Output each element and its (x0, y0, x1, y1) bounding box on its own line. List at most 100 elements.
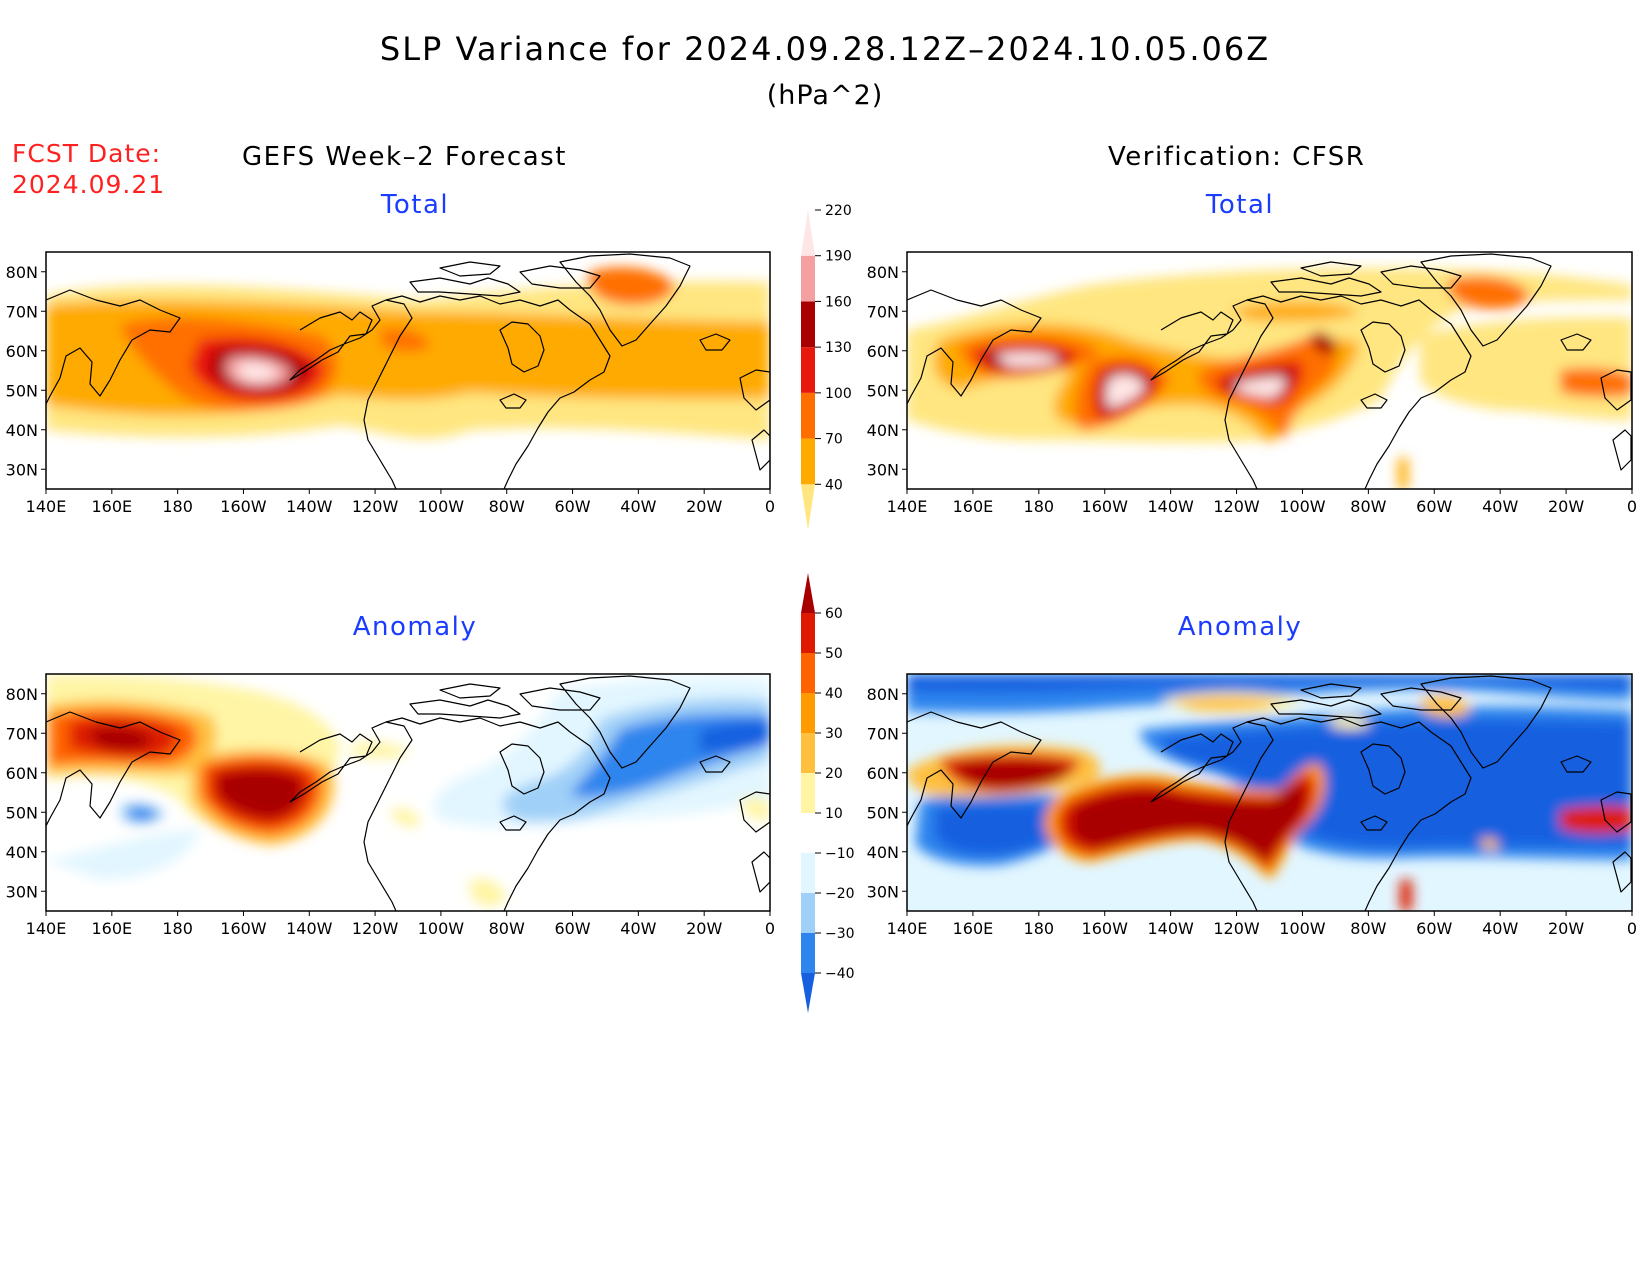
lat-tick-label: 60N (6, 764, 38, 783)
colorbar-anomaly-bin (801, 693, 815, 733)
lon-tick-label: 180 (1024, 919, 1055, 938)
colorbar-anomaly-bin (801, 733, 815, 773)
lon-tick-label: 140E (887, 497, 928, 516)
fcst-date: FCST Date: 2024.09.21 (12, 138, 165, 200)
lon-tick-label: 60W (554, 919, 590, 938)
lon-tick-label: 100W (418, 497, 465, 516)
lon-tick-label: 0 (1627, 497, 1637, 516)
colorbar-anomaly-bin (801, 653, 815, 693)
lat-tick-label: 70N (6, 724, 38, 743)
colorbar-anomaly-bin (801, 893, 815, 933)
forecast-total-map (46, 252, 770, 489)
lon-tick-label: 140E (26, 919, 67, 938)
lon-tick-label: 120W (1213, 497, 1260, 516)
lon-tick-label: 40W (620, 497, 656, 516)
lat-tick-label: 30N (867, 460, 899, 479)
forecast-anomaly-axes: 140E 160E 180 160W 140W 120W 100W 80W 60W 40W 20W 0… (6, 685, 775, 938)
colorbar-total-bin (801, 484, 815, 530)
verification-total-label: Total (1205, 190, 1275, 220)
lon-tick-label: 0 (1627, 919, 1637, 938)
figure-units: (hPa^2) (766, 80, 884, 111)
verification-total-frame (906, 251, 1633, 490)
lon-tick-label: 80W (489, 497, 525, 516)
colorbar-total-bin (801, 301, 815, 348)
forecast-total-label: Total (380, 190, 450, 220)
lon-tick-label: 120W (352, 497, 399, 516)
lat-tick-label: 40N (6, 843, 38, 862)
lat-tick-label: 50N (6, 381, 38, 400)
axes-layer: 140E 160E 180 160W 140W 120W 100W 80W 60W 40W 20W 0… (6, 263, 1637, 938)
verification-total-map (907, 252, 1632, 489)
lat-tick-label: 70N (6, 302, 38, 321)
lon-tick-label: 0 (765, 497, 775, 516)
colorbar-anomaly-bin (801, 973, 815, 1013)
lon-tick-label: 20W (686, 497, 722, 516)
colorbar-total-label: 100 (825, 386, 852, 402)
lon-tick-label: 160E (91, 919, 132, 938)
colorbar-total-label: 70 (825, 432, 843, 448)
lon-tick-label: 140W (1147, 919, 1194, 938)
lat-tick-label: 70N (867, 302, 899, 321)
lon-tick-label: 180 (1024, 497, 1055, 516)
forecast-anomaly-frame (45, 673, 771, 912)
colorbar-total-bin (801, 392, 815, 439)
lon-tick-label: 160W (1082, 919, 1129, 938)
verification-anomaly-axes: 140E 160E 180 160W 140W 120W 100W 80W 60W 40W 20W 0… (867, 685, 1637, 938)
lon-tick-label: 60W (554, 497, 590, 516)
colorbar-total-bin (801, 210, 815, 256)
forecast-anomaly-label: Anomaly (352, 612, 478, 642)
lat-tick-label: 60N (867, 342, 899, 361)
verification-total-axes: 140E 160E 180 160W 140W 120W 100W 80W 60W 40W 20W 0… (867, 263, 1637, 516)
right-column-title: Verification: CFSR (1108, 142, 1366, 172)
colorbar-anomaly-label: 30 (825, 726, 843, 742)
lon-tick-label: 20W (1548, 919, 1584, 938)
colorbar-anomaly-label: 50 (825, 646, 843, 662)
lon-tick-label: 20W (1548, 497, 1584, 516)
colorbar-anomaly-bin (801, 933, 815, 973)
verification-anomaly-label: Anomaly (1177, 612, 1303, 642)
colorbar-anomaly-label: 20 (825, 766, 843, 782)
colorbar-anomaly-label: 40 (825, 686, 843, 702)
lon-tick-label: 80W (1350, 497, 1386, 516)
lon-tick-label: 80W (489, 919, 525, 938)
lat-tick-label: 40N (867, 843, 899, 862)
lon-tick-label: 20W (686, 919, 722, 938)
lat-tick-label: 70N (867, 724, 899, 743)
fcst-date-label: FCST Date: (12, 139, 162, 168)
lat-tick-label: 30N (6, 882, 38, 901)
lon-tick-label: 180 (162, 919, 193, 938)
forecast-total-frame (45, 251, 771, 490)
lon-tick-label: 140E (887, 919, 928, 938)
colorbar-anomaly-label: 60 (825, 606, 843, 622)
colorbar-anomaly-bin (801, 773, 815, 813)
lon-tick-label: 40W (620, 919, 656, 938)
fcst-date-value: 2024.09.21 (12, 170, 166, 199)
colorbar-anomaly-bin (801, 613, 815, 653)
colorbar-total-label: 160 (825, 294, 852, 310)
colorbar-anomaly: −40 −30 −20 −10 10 20 30 40 50 60 (801, 573, 855, 1013)
lat-tick-label: 40N (867, 421, 899, 440)
lon-tick-label: 160E (953, 497, 994, 516)
lon-tick-label: 160W (1082, 497, 1129, 516)
lon-tick-label: 80W (1350, 919, 1386, 938)
colorbar-anomaly-label: −30 (825, 926, 855, 942)
verification-anomaly-frame (906, 673, 1633, 912)
lon-tick-label: 120W (1213, 919, 1260, 938)
lat-tick-label: 80N (867, 685, 899, 704)
lon-tick-label: 60W (1416, 497, 1452, 516)
lon-tick-label: 60W (1416, 919, 1452, 938)
lat-tick-label: 50N (6, 803, 38, 822)
figure-title: SLP Variance for 2024.09.28.12Z–2024.10.… (379, 30, 1271, 68)
colorbar-anomaly-label: 10 (825, 806, 843, 822)
lon-tick-label: 40W (1482, 919, 1518, 938)
lon-tick-label: 180 (162, 497, 193, 516)
lon-tick-label: 0 (765, 919, 775, 938)
lat-tick-label: 80N (867, 263, 899, 282)
verification-anomaly-map (907, 674, 1632, 911)
colorbar-anomaly-label: −20 (825, 886, 855, 902)
lon-tick-label: 100W (418, 919, 465, 938)
lat-tick-label: 80N (6, 263, 38, 282)
colorbar-anomaly-bin (801, 573, 815, 613)
colorbar-total-label: 130 (825, 340, 852, 356)
